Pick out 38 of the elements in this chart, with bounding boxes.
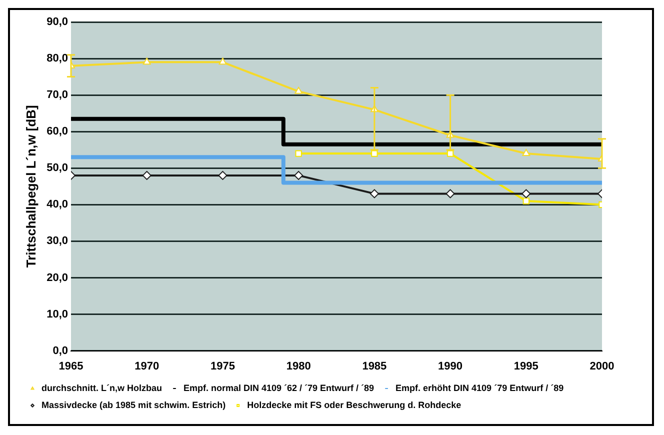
x-tick-label: 1970 xyxy=(134,360,160,372)
point xyxy=(522,149,530,156)
y-tick-label: 40,0 xyxy=(46,198,68,211)
point xyxy=(370,189,379,198)
point xyxy=(446,189,455,198)
y-tick-label: 30,0 xyxy=(46,235,68,248)
legend-label: durchschnitt. L´n,w Holzbau xyxy=(42,382,162,393)
y-tick-label: 10,0 xyxy=(46,308,68,320)
point xyxy=(446,150,454,157)
point xyxy=(371,150,378,157)
legend-label: Massivdecke (ab 1985 mit schwim. Estrich) xyxy=(42,400,226,410)
point xyxy=(218,58,227,65)
point xyxy=(522,189,531,198)
y-tick-label: 80,0 xyxy=(46,52,68,65)
x-tick-label: 1975 xyxy=(210,360,235,372)
x-tick-label: 1990 xyxy=(438,360,463,372)
point xyxy=(294,170,304,180)
y-tick-label: 50,0 xyxy=(46,162,68,174)
point xyxy=(295,150,302,157)
point xyxy=(218,170,228,180)
legend-label: Holzdecke mit FS oder Beschwerung d. Rohdecke xyxy=(247,400,462,410)
y-tick-label: 60,0 xyxy=(46,126,68,138)
y-tick-label: 90,0 xyxy=(46,16,68,28)
y-tick-label: 0,0 xyxy=(52,344,68,357)
point xyxy=(142,58,151,65)
x-tick-label: 1995 xyxy=(514,360,538,372)
x-tick-label: 1985 xyxy=(362,360,387,372)
y-tick-label: 20,0 xyxy=(46,272,68,284)
point xyxy=(294,86,303,94)
point xyxy=(142,170,152,180)
y-axis-title: Trittschallpegel L´n,w [dB] xyxy=(23,105,38,268)
x-tick-label: 1965 xyxy=(58,360,84,372)
point xyxy=(522,198,530,204)
legend-label: Empf. erhöht DIN 4109 ´79 Entwurf / ´89 xyxy=(396,382,564,393)
y-tick-label: 70,0 xyxy=(46,89,68,102)
x-tick-label: 1980 xyxy=(286,360,311,372)
legend-label: Empf. normal DIN 4109 ´62 / ´79 Entwurf / ´89 xyxy=(183,382,374,393)
x-tick-label: 2000 xyxy=(590,360,614,372)
